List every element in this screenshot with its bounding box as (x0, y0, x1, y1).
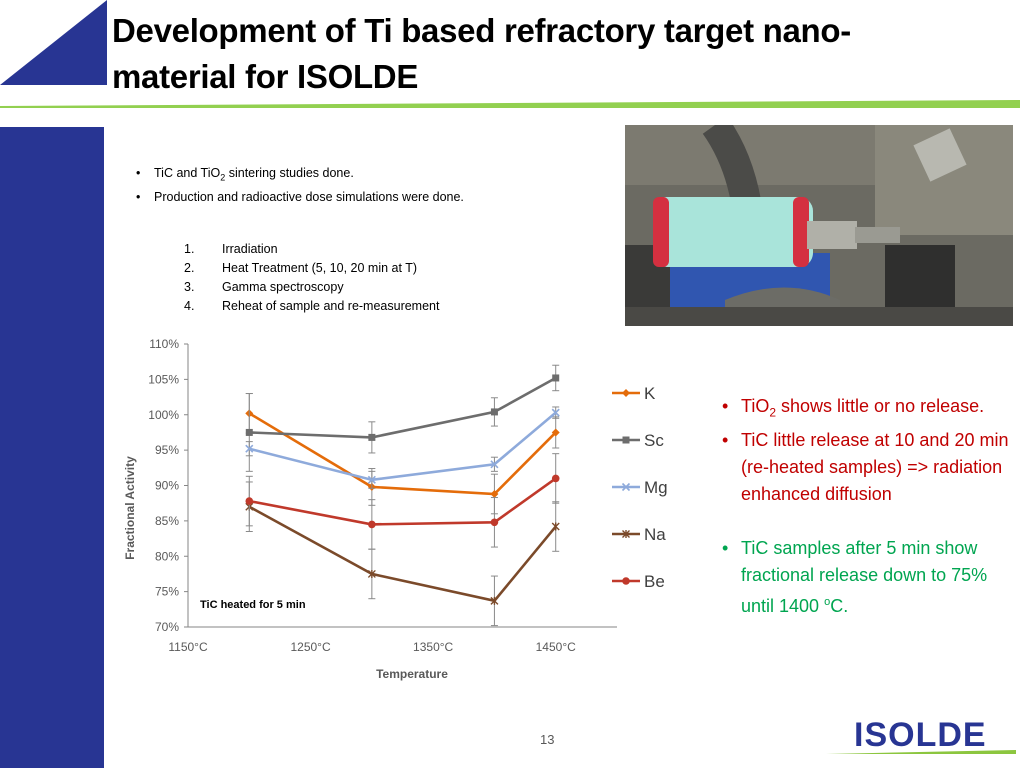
title-underline (0, 100, 1020, 108)
logo-wordmark: ISOLDE (854, 716, 987, 754)
bullet-item: Production and radioactive dose simulati… (136, 188, 464, 207)
data-point (490, 518, 499, 527)
y-axis-label: Fractional Activity (123, 456, 137, 560)
series-k (245, 393, 560, 515)
data-point (551, 408, 560, 417)
list-item: 2. Heat Treatment (5, 10, 20 min at T) (184, 261, 417, 275)
target-setup-photo (625, 125, 1013, 326)
x-tick-label: 1250°C (290, 640, 330, 654)
x-tick-label: 1350°C (413, 640, 453, 654)
series-line (248, 412, 557, 496)
sidebar-band (0, 127, 104, 768)
x-tick-label: 1450°C (536, 640, 576, 654)
series-line (249, 477, 557, 526)
data-point (490, 596, 499, 605)
legend-label: Sc (644, 431, 664, 450)
corner-triangle-decoration (0, 0, 107, 85)
y-tick-label: 100% (148, 408, 179, 422)
y-tick-label: 70% (155, 620, 179, 634)
legend-item: Sc (612, 431, 664, 450)
data-point (245, 428, 253, 436)
data-point (245, 497, 254, 505)
data-point (622, 577, 630, 585)
list-item: 4. Reheat of sample and re-measurement (184, 299, 440, 313)
findings-notes: TiO2 shows little or no release. TiC lit… (722, 393, 1018, 620)
data-point (368, 433, 376, 441)
legend-label: Be (644, 572, 665, 591)
logo-underline (826, 750, 1016, 754)
note-item: TiC samples after 5 min show fractional … (722, 535, 1018, 620)
series-mg (245, 406, 560, 489)
data-point (367, 475, 376, 484)
procedure-list: 1. Irradiation 2. Heat Treatment (5, 10, 2… (184, 240, 439, 316)
data-point (621, 482, 631, 492)
data-point (551, 474, 560, 483)
note-item: TiC little release at 10 and 20 min (re-… (722, 427, 1018, 508)
legend-item: K (612, 384, 656, 403)
list-item: 3. Gamma spectroscopy (184, 280, 344, 294)
y-tick-label: 95% (155, 443, 179, 457)
series-be (245, 453, 560, 550)
data-point (490, 460, 499, 469)
y-tick-label: 85% (155, 514, 179, 528)
data-point (245, 444, 254, 453)
slide-title: Development of Ti based refractory targe… (112, 8, 1012, 100)
data-point (490, 408, 498, 416)
data-point (367, 569, 376, 578)
x-tick-label: 1150°C (168, 640, 208, 654)
data-point (551, 428, 560, 437)
legend-label: K (644, 384, 656, 403)
y-tick-label: 75% (155, 585, 179, 599)
list-item: 1. Irradiation (184, 242, 278, 256)
page-number: 13 (540, 732, 555, 747)
x-axis-label: Temperature (376, 667, 448, 681)
data-point (622, 436, 630, 444)
series-line (248, 505, 557, 603)
y-tick-label: 80% (155, 549, 179, 563)
data-point (368, 520, 376, 529)
data-point (490, 489, 499, 498)
note-item: TiO2 shows little or no release. (722, 393, 1018, 427)
y-tick-label: 90% (155, 479, 179, 493)
title-line-1: Development of Ti based refractory targe… (112, 12, 851, 49)
chart-annotation: TiC heated for 5 min (200, 599, 306, 611)
legend-item: Be (612, 572, 665, 591)
legend-item: Mg (612, 478, 668, 497)
legend-label: Na (644, 525, 666, 544)
series-line (249, 376, 557, 439)
y-tick-label: 105% (148, 372, 179, 386)
series-sc (245, 364, 560, 472)
isolde-logo: ISOLDE (826, 716, 1016, 754)
series-line (248, 411, 557, 482)
legend-item: Na (612, 525, 666, 544)
bullet-item: TiC and TiO2 sintering studies done. (136, 164, 464, 188)
data-point (622, 530, 630, 538)
data-point (622, 389, 630, 397)
data-point (551, 522, 560, 531)
title-line-2: material for ISOLDE (112, 58, 419, 95)
intro-bullets: TiC and TiO2 sintering studies done. Pro… (136, 164, 464, 207)
data-point (552, 374, 560, 382)
legend-label: Mg (644, 478, 668, 497)
y-tick-label: 110% (149, 337, 179, 351)
